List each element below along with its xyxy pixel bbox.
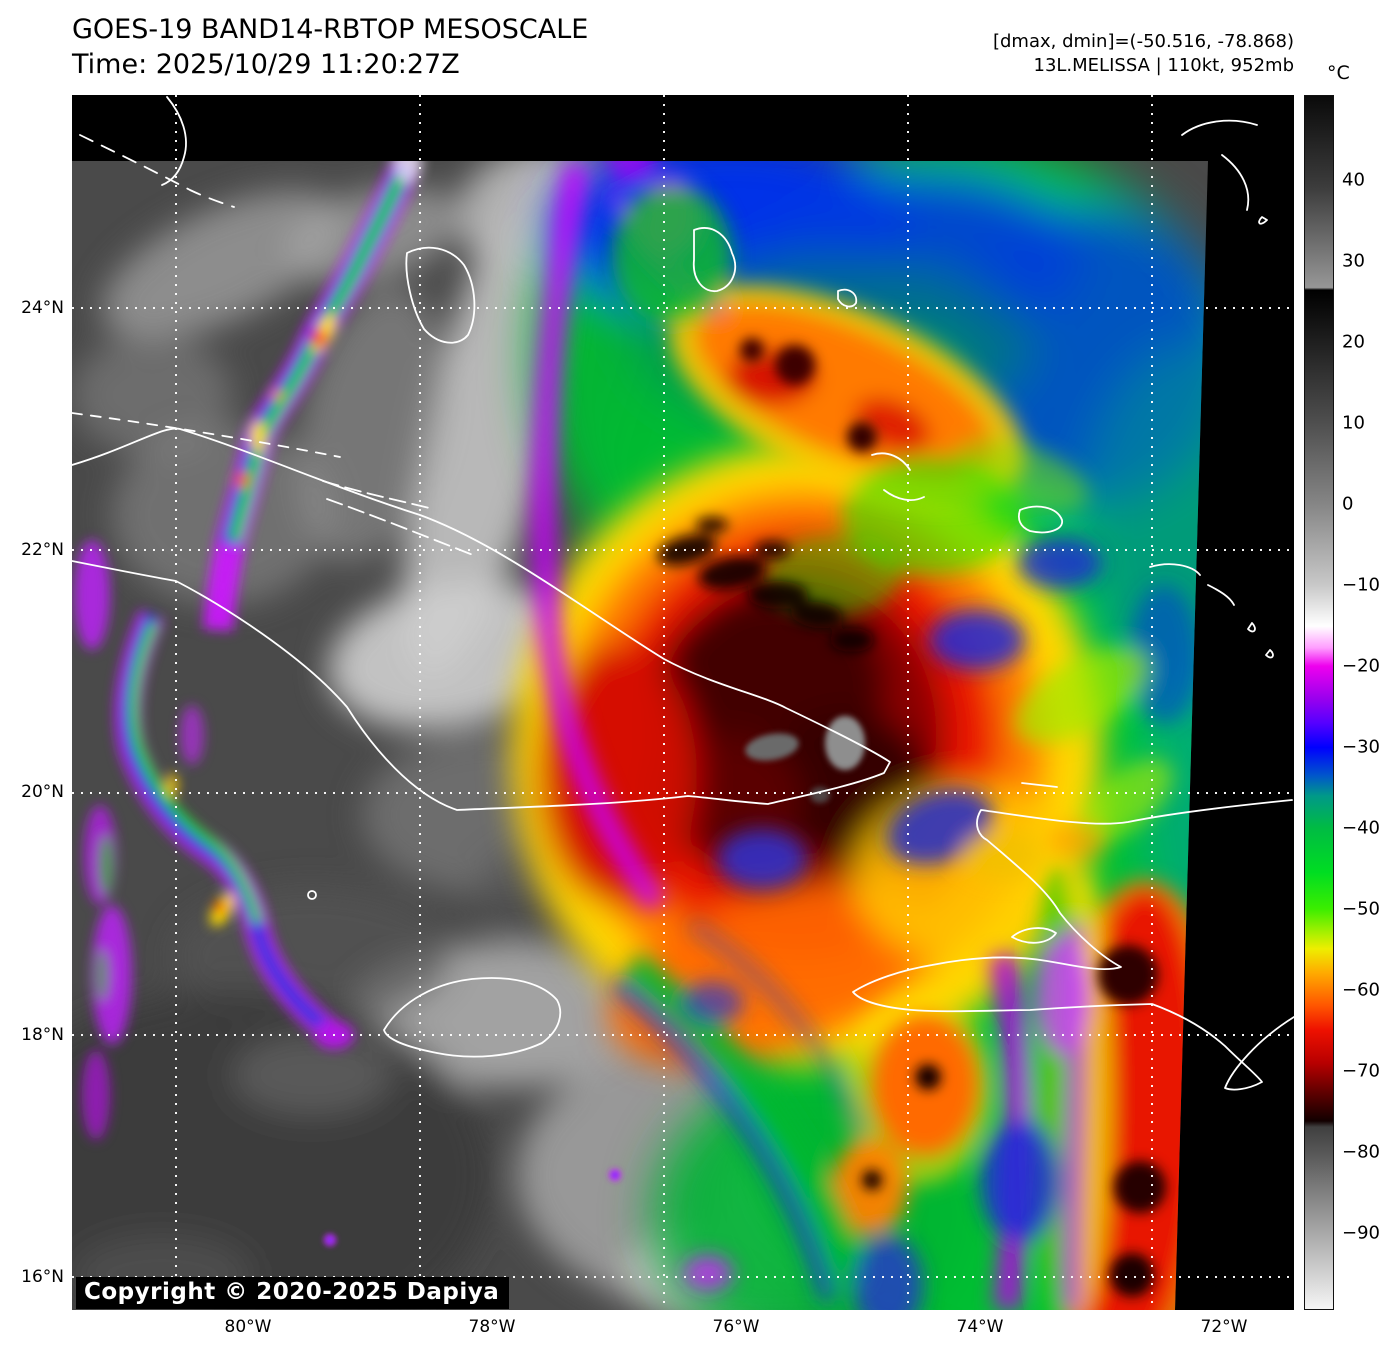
lat-tick-label: 16°N: [21, 1267, 64, 1287]
convective-detail-layer: [531, 161, 1208, 1310]
colorbar-tick-label: 0: [1342, 493, 1354, 515]
colorbar-tick-label: −50: [1342, 898, 1380, 920]
colorbar-tick-label: −20: [1342, 655, 1380, 677]
page-title: GOES-19 BAND14-RBTOP MESOSCALE Time: 2025…: [72, 12, 588, 82]
graticule: [72, 95, 1294, 1310]
coastline-andros: [405, 246, 476, 344]
lat-tick-label: 18°N: [21, 1025, 64, 1045]
colorbar: [1304, 95, 1334, 1310]
lat-tick-label: 22°N: [21, 540, 64, 560]
colorbar-tick-label: −40: [1342, 817, 1380, 839]
eye-region-layer: [324, 716, 865, 1246]
header-right: [dmax, dmin]=(-50.516, -78.868) 13L.MELI…: [993, 30, 1294, 78]
lon-tick-label: 80°W: [224, 1317, 272, 1337]
lon-tick-label: 76°W: [712, 1317, 760, 1337]
title-line: GOES-19 BAND14-RBTOP MESOSCALE: [72, 14, 589, 45]
colorbar-tick-label: −90: [1342, 1222, 1380, 1244]
colorbar-tick-label: −10: [1342, 574, 1380, 596]
colorbar-unit-label: °C: [1327, 62, 1350, 84]
colorbar-tick-label: 40: [1342, 169, 1365, 191]
storm-line: 13L.MELISSA | 110kt, 952mb: [1033, 55, 1295, 76]
satellite-map: Copyright © 2020-2025 Dapiya: [72, 95, 1294, 1310]
colorbar-tick-label: −30: [1342, 736, 1380, 758]
colorbar-tick-label: 10: [1342, 412, 1365, 434]
coastline-cuba: [72, 427, 891, 811]
lat-tick-label: 20°N: [21, 782, 64, 802]
colorbar-tick-label: 30: [1342, 250, 1365, 272]
copyright-badge: Copyright © 2020-2025 Dapiya: [76, 1277, 510, 1309]
range-line: [dmax, dmin]=(-50.516, -78.868): [992, 31, 1294, 52]
satellite-image: [72, 95, 1294, 1310]
colorbar-tick-label: −70: [1342, 1060, 1380, 1082]
data-swath: [72, 161, 1208, 1310]
colorbar-tick-label: −60: [1342, 979, 1380, 1001]
colorbar-tick-label: −80: [1342, 1141, 1380, 1163]
colorbar-tick-label: 20: [1342, 331, 1365, 353]
coastline-jamaica: [383, 977, 562, 1058]
coastlines: [72, 96, 1294, 1091]
lat-tick-label: 24°N: [21, 298, 64, 318]
time-line: Time: 2025/10/29 11:20:27Z: [72, 49, 460, 80]
lon-tick-label: 74°W: [956, 1317, 1004, 1337]
squall-line-layer: [74, 161, 1166, 1297]
lon-tick-label: 78°W: [468, 1317, 516, 1337]
coastline-hispaniola: [852, 799, 1294, 1091]
coastline-inagua: [1017, 505, 1063, 534]
lon-tick-label: 72°W: [1200, 1317, 1248, 1337]
